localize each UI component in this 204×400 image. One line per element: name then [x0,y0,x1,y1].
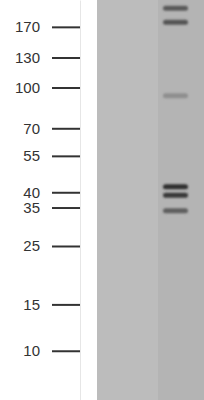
blot-figure: 17013010070554035251510 [0,0,204,400]
tick-mark [52,87,80,89]
tick-label: 130 [15,49,40,66]
tick-mark [52,304,80,306]
tick-label: 25 [23,237,40,254]
tick: 10 [23,342,80,359]
tick-label: 35 [23,199,40,216]
tick-label: 15 [23,296,40,313]
tick-label: 70 [23,120,40,137]
band [163,193,188,198]
tick-mark [52,350,80,352]
tick-label: 100 [15,79,40,96]
band [163,6,188,11]
tick: 130 [15,49,80,66]
band [163,20,188,25]
tick-mark [52,207,80,209]
tick: 100 [15,79,80,96]
tick: 55 [23,147,80,164]
membrane [97,0,204,400]
tick-label: 170 [15,18,40,35]
band [163,93,188,98]
tick: 35 [23,199,80,216]
tick: 70 [23,120,80,137]
tick-mark [52,128,80,130]
tick-mark [52,155,80,157]
tick-mark [52,26,80,28]
tick: 25 [23,237,80,254]
lane [158,0,204,400]
tick: 15 [23,296,80,313]
y-axis: 17013010070554035251510 [15,1,81,400]
axis-line [80,1,81,400]
tick-mark [52,192,80,194]
tick-label: 10 [23,342,40,359]
tick-mark [52,245,80,247]
tick-label: 55 [23,147,40,164]
band [163,208,188,213]
tick-mark [52,57,80,59]
band [163,184,188,189]
tick: 170 [15,18,80,35]
bands [163,6,188,214]
